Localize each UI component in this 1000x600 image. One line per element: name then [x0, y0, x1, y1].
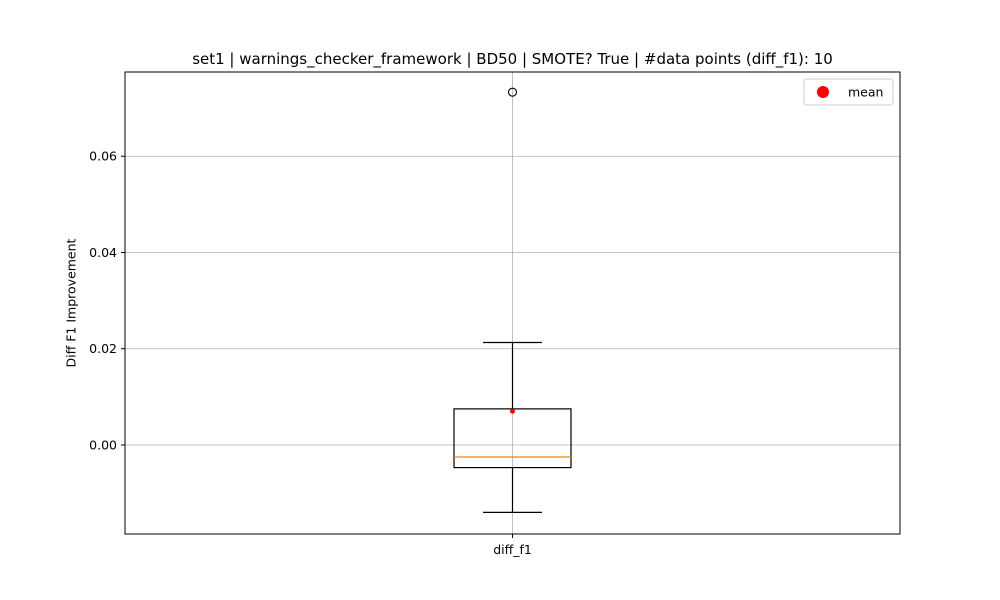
- y-tick-label: 0.00: [89, 437, 117, 452]
- outlier-point: [507, 87, 518, 97]
- chart-title: set1 | warnings_checker_framework | BD50…: [192, 50, 833, 69]
- legend-marker: [817, 86, 829, 98]
- x-tick-label: diff_f1: [493, 542, 532, 557]
- y-tick-label: 0.06: [89, 149, 117, 164]
- y-tick-label: 0.04: [89, 245, 117, 260]
- plot-area: 0.00 0.02 0.04 0.06 diff_f1 mean: [89, 71, 901, 557]
- legend-label: mean: [848, 85, 883, 100]
- mean-marker: [510, 408, 515, 414]
- legend-box: [803, 78, 894, 106]
- y-tick-label: 0.02: [89, 341, 117, 356]
- y-axis-label: Diff F1 Improvement: [64, 238, 79, 367]
